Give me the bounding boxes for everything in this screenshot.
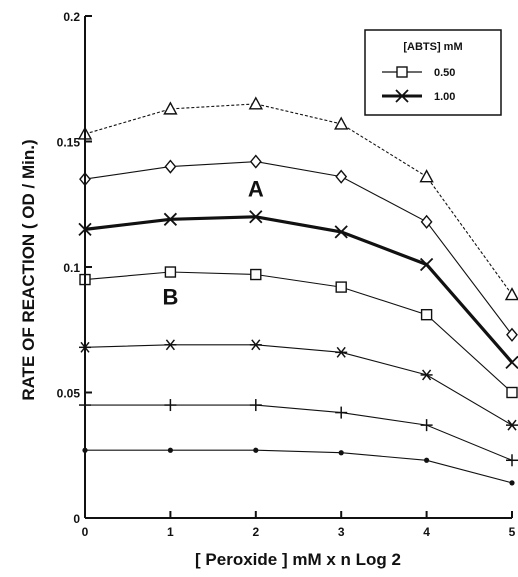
annotation-layer: AB bbox=[162, 177, 263, 310]
axis-layer: 0 0.05 0.1 0.15 0.2 0 1 2 3 4 5 bbox=[57, 10, 516, 539]
data-point-asterisk bbox=[164, 339, 177, 351]
data-point-triangle bbox=[248, 96, 263, 110]
y-tick-label: 0 bbox=[73, 512, 80, 526]
data-point-plus bbox=[420, 419, 433, 432]
x-axis-title: [ Peroxide ] mM x n Log 2 bbox=[195, 550, 401, 569]
y-tick-label: 0.15 bbox=[57, 136, 81, 150]
data-point-x bbox=[419, 257, 434, 272]
data-point-asterisk bbox=[420, 369, 433, 381]
x-tick-label: 5 bbox=[509, 525, 516, 539]
data-point-dot bbox=[167, 447, 173, 453]
data-point-dot bbox=[253, 447, 259, 453]
data-point-square bbox=[335, 281, 347, 293]
y-tick-label: 0.1 bbox=[63, 261, 80, 275]
data-point-diamond bbox=[164, 159, 177, 174]
legend: [ABTS] mM 0.50 1.00 bbox=[364, 29, 502, 116]
legend-marker-square bbox=[396, 66, 408, 78]
data-point-square bbox=[506, 386, 518, 399]
legend-label: 1.00 bbox=[434, 91, 455, 103]
data-point-square bbox=[420, 308, 433, 321]
data-point-square bbox=[164, 266, 177, 278]
data-point-dot bbox=[338, 450, 344, 456]
series-x-line bbox=[84, 215, 514, 364]
x-tick-label: 0 bbox=[82, 525, 89, 539]
legend-label: 0.50 bbox=[434, 67, 455, 79]
series-plus bbox=[79, 399, 518, 467]
data-point-square bbox=[250, 268, 262, 281]
series-diamond bbox=[79, 154, 518, 342]
series-square bbox=[79, 266, 518, 399]
annotation-label: B bbox=[162, 285, 178, 310]
data-point-triangle bbox=[419, 169, 434, 183]
data-point-triangle bbox=[504, 287, 518, 301]
data-point-plus bbox=[335, 406, 348, 419]
annotation-label: A bbox=[248, 177, 264, 202]
data-point-dot bbox=[509, 480, 515, 486]
series-triangle-line bbox=[84, 103, 513, 295]
data-point-triangle bbox=[334, 116, 349, 130]
data-point-diamond bbox=[506, 327, 518, 342]
series-square-line bbox=[84, 271, 513, 393]
series-layer bbox=[77, 96, 518, 486]
data-point-asterisk bbox=[335, 346, 348, 358]
y-axis-title: RATE OF REACTION ( OD / Min.) bbox=[19, 139, 38, 400]
data-point-asterisk bbox=[249, 339, 262, 351]
x-tick-label: 4 bbox=[423, 525, 430, 539]
data-point-diamond bbox=[249, 154, 262, 169]
data-point-plus bbox=[506, 454, 518, 467]
data-point-x bbox=[334, 225, 348, 239]
data-point-dot bbox=[424, 457, 430, 463]
data-point-plus bbox=[249, 399, 262, 412]
y-tick-label: 0.05 bbox=[57, 387, 81, 401]
series-plus-line bbox=[85, 404, 513, 461]
x-tick-label: 1 bbox=[167, 525, 174, 539]
series-dot bbox=[82, 447, 515, 486]
x-tick-label: 2 bbox=[252, 525, 259, 539]
data-point-diamond bbox=[335, 169, 348, 184]
series-diamond-line bbox=[84, 161, 513, 336]
series-dot-line bbox=[85, 449, 513, 484]
series-triangle bbox=[77, 96, 518, 301]
data-point-diamond bbox=[420, 214, 433, 229]
data-point-x bbox=[505, 355, 518, 370]
x-tick-label: 3 bbox=[338, 525, 345, 539]
legend-marker-x bbox=[395, 89, 409, 103]
series-x bbox=[78, 210, 518, 370]
data-point-x bbox=[249, 210, 263, 224]
y-tick-label: 0.2 bbox=[63, 10, 80, 24]
series-asterisk bbox=[79, 339, 518, 431]
series-asterisk-line bbox=[84, 344, 513, 426]
data-point-plus bbox=[164, 399, 177, 412]
data-point-triangle bbox=[163, 101, 178, 115]
data-point-asterisk bbox=[506, 419, 518, 431]
data-point-x bbox=[163, 212, 178, 226]
legend-title: [ABTS] mM bbox=[403, 41, 462, 53]
